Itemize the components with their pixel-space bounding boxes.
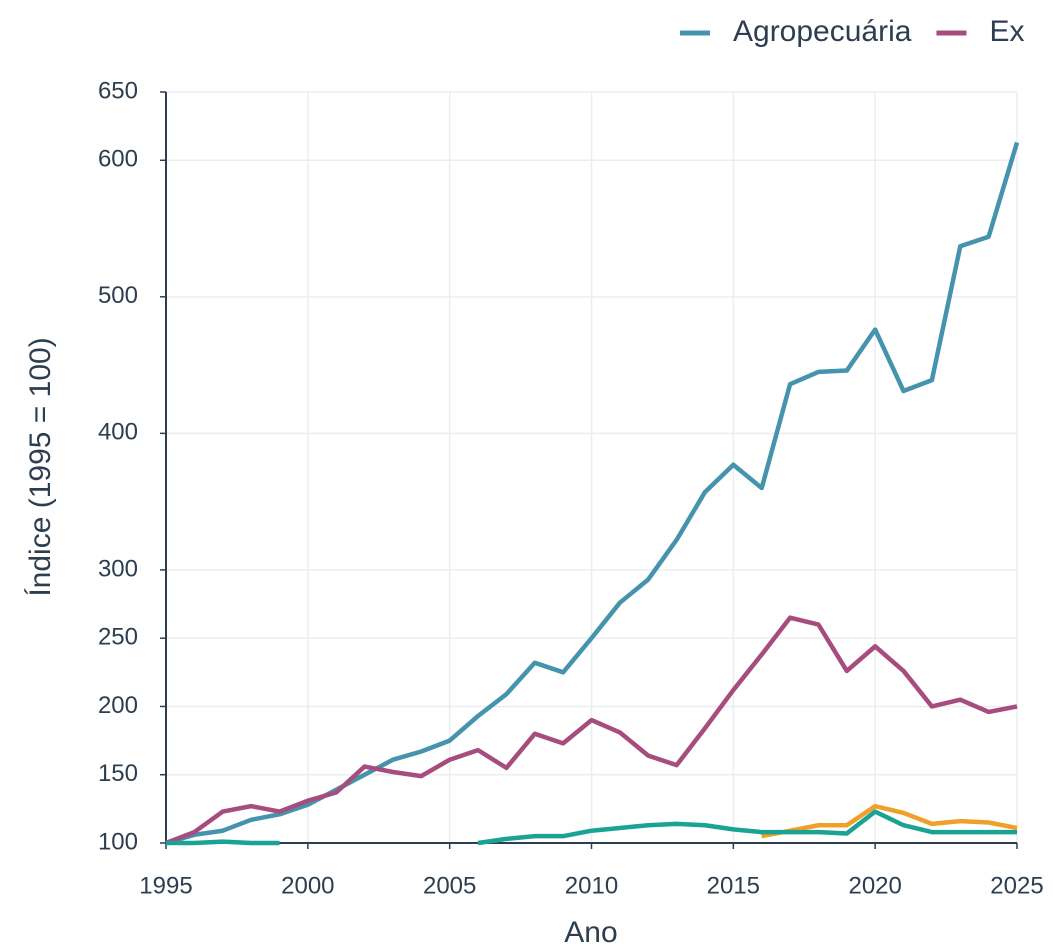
y-tick-label: 150 [98, 760, 138, 787]
legend-label: Agropecuária [733, 15, 912, 48]
series-line [165, 141, 1020, 846]
y-tick-label: 100 [98, 828, 138, 855]
y-axis-title: Índice (1995 = 100) [24, 337, 57, 596]
x-tick-label: 2010 [565, 872, 618, 899]
x-tick-label: 1995 [139, 872, 192, 899]
series-line [165, 615, 1018, 846]
x-axis-title: Ano [564, 916, 617, 949]
x-tick-label: 2005 [423, 872, 476, 899]
y-tick-label: 300 [98, 555, 138, 582]
y-tick-label: 400 [98, 419, 138, 446]
y-tick-label: 250 [98, 624, 138, 651]
legend-label: Ex [989, 15, 1024, 48]
series-line [761, 803, 1018, 839]
y-tick-label: 600 [98, 146, 138, 173]
x-tick-label: 2025 [990, 872, 1043, 899]
series-line [166, 809, 1017, 846]
y-tick-label: 650 [98, 77, 138, 104]
x-tick-label: 2015 [707, 872, 760, 899]
y-tick-label: 200 [98, 692, 138, 719]
x-tick-label: 2020 [848, 872, 901, 899]
y-tick-label: 500 [98, 282, 138, 309]
x-tick-label: 2000 [281, 872, 334, 899]
